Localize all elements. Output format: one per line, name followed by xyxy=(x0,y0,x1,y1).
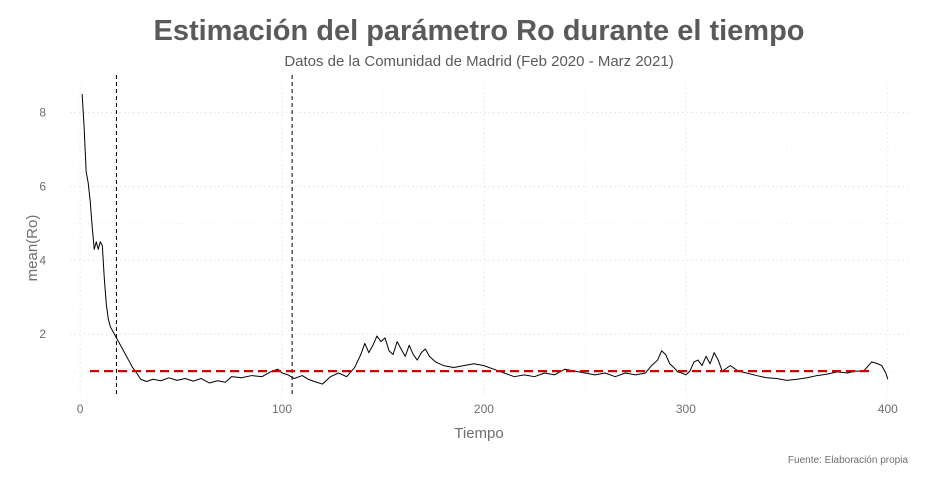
ro-series-line xyxy=(81,94,889,385)
chart-subtitle: Datos de la Comunidad de Madrid (Feb 202… xyxy=(284,53,673,70)
x-tick-label: 200 xyxy=(474,402,494,416)
series-group xyxy=(81,94,889,385)
x-tick-label: 400 xyxy=(878,402,898,416)
chart-caption: Fuente: Elaboración propia xyxy=(788,455,909,466)
y-axis-ticks: 2 4 6 8 xyxy=(39,106,46,342)
x-tick-label: 300 xyxy=(676,402,696,416)
x-axis-ticks: 0 100 200 300 400 xyxy=(77,402,898,416)
reference-lines xyxy=(115,75,293,397)
x-axis-label: Tiempo xyxy=(454,425,503,442)
y-tick-label: 6 xyxy=(39,179,46,193)
chart-title: Estimación del parámetro Ro durante el t… xyxy=(153,15,804,47)
y-axis-label: mean(Ro) xyxy=(24,215,41,282)
y-tick-label: 4 xyxy=(39,253,46,267)
y-tick-label: 8 xyxy=(39,106,46,120)
x-tick-label: 100 xyxy=(272,402,292,416)
x-tick-label: 0 xyxy=(77,402,84,416)
y-tick-label: 2 xyxy=(39,327,46,341)
grid-lines xyxy=(70,83,908,397)
